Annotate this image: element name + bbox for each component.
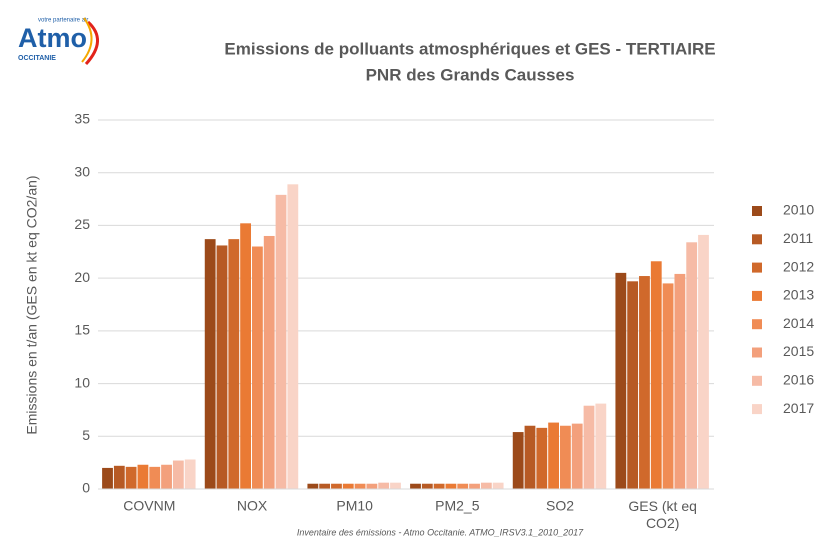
bar <box>536 427 548 489</box>
legend-label: 2015 <box>783 343 814 359</box>
logo-name: Atmo <box>18 23 87 53</box>
bar <box>560 425 571 489</box>
y-tick-label: 25 <box>74 216 90 232</box>
bar <box>662 283 674 489</box>
x-tick-label: NOX <box>237 498 268 514</box>
bar <box>354 483 366 489</box>
bar <box>172 460 184 489</box>
bar <box>410 483 421 489</box>
bar <box>137 464 149 489</box>
bar <box>228 239 240 489</box>
y-tick-label: 15 <box>74 322 90 338</box>
bar <box>204 239 216 489</box>
bar <box>615 272 627 489</box>
y-tick-label: 30 <box>74 163 90 179</box>
bar <box>102 467 113 489</box>
bar <box>149 466 161 489</box>
y-tick-label: 20 <box>74 269 90 285</box>
bar <box>686 242 698 489</box>
bar <box>492 482 504 489</box>
bar <box>331 483 342 489</box>
legend-label: 2010 <box>783 202 814 218</box>
bar <box>698 234 709 489</box>
bar <box>674 273 686 489</box>
x-tick-label: PM10 <box>336 498 373 514</box>
bar <box>125 466 137 489</box>
bar <box>184 459 196 489</box>
chart-title: Emissions de polluants atmosphériques et… <box>224 39 715 58</box>
bar <box>445 483 457 489</box>
bar <box>457 483 469 489</box>
legend-label: 2014 <box>783 315 814 331</box>
legend-label: 2012 <box>783 258 814 274</box>
bar <box>639 276 650 489</box>
bar <box>433 483 445 489</box>
source: Inventaire des émissions - Atmo Occitani… <box>297 527 584 537</box>
logo-region: OCCITANIE <box>18 55 56 62</box>
x-tick-label: COVNM <box>123 498 175 514</box>
bar <box>275 194 287 489</box>
bar <box>390 482 401 489</box>
legend-label: 2016 <box>783 372 814 388</box>
x-tick-label: PM2_5 <box>435 498 480 514</box>
bar <box>216 245 228 489</box>
bar <box>571 423 583 489</box>
legend-swatch <box>752 234 762 245</box>
bar <box>307 483 319 489</box>
y-tick-label: 5 <box>82 427 90 443</box>
legend-label: 2013 <box>783 287 814 303</box>
logo-tagline: votre partenaire air <box>38 18 88 24</box>
bar <box>161 464 172 489</box>
y-tick-label: 35 <box>74 111 90 127</box>
logo-arc <box>84 20 99 66</box>
x-tick-label: SO2 <box>546 498 574 514</box>
bar <box>595 403 607 489</box>
y-axis-label: Emissions en t/an (GES en kt eq CO2/an) <box>24 175 40 434</box>
bar <box>469 483 480 489</box>
legend-swatch <box>752 319 762 330</box>
bar <box>378 482 390 489</box>
bar <box>548 422 559 489</box>
legend-label: 2017 <box>783 400 814 416</box>
bar <box>512 432 524 489</box>
bar <box>113 465 125 489</box>
bar <box>627 281 639 489</box>
bar <box>480 482 492 489</box>
legend-swatch <box>752 206 762 216</box>
bar <box>342 483 354 489</box>
legend-label: 2011 <box>783 230 813 246</box>
y-tick-label: 10 <box>74 374 90 390</box>
bar <box>252 246 263 489</box>
legend-swatch <box>752 347 762 358</box>
logo-arc <box>81 17 93 63</box>
x-tick-label: GES (kt eq CO2) <box>628 498 696 531</box>
bar <box>583 405 595 489</box>
bar <box>287 184 299 489</box>
bar <box>240 223 251 489</box>
legend-swatch <box>752 290 762 301</box>
bar <box>524 425 536 489</box>
bar <box>263 235 275 489</box>
bar <box>319 483 331 489</box>
chart-subtitle: PNR des Grands Causses <box>366 65 575 84</box>
legend-swatch <box>752 375 762 386</box>
y-tick-label: 0 <box>82 480 90 496</box>
legend-swatch <box>752 404 762 415</box>
bar <box>366 483 378 489</box>
legend-swatch <box>752 262 762 273</box>
bar <box>421 483 433 489</box>
bar <box>650 261 662 489</box>
